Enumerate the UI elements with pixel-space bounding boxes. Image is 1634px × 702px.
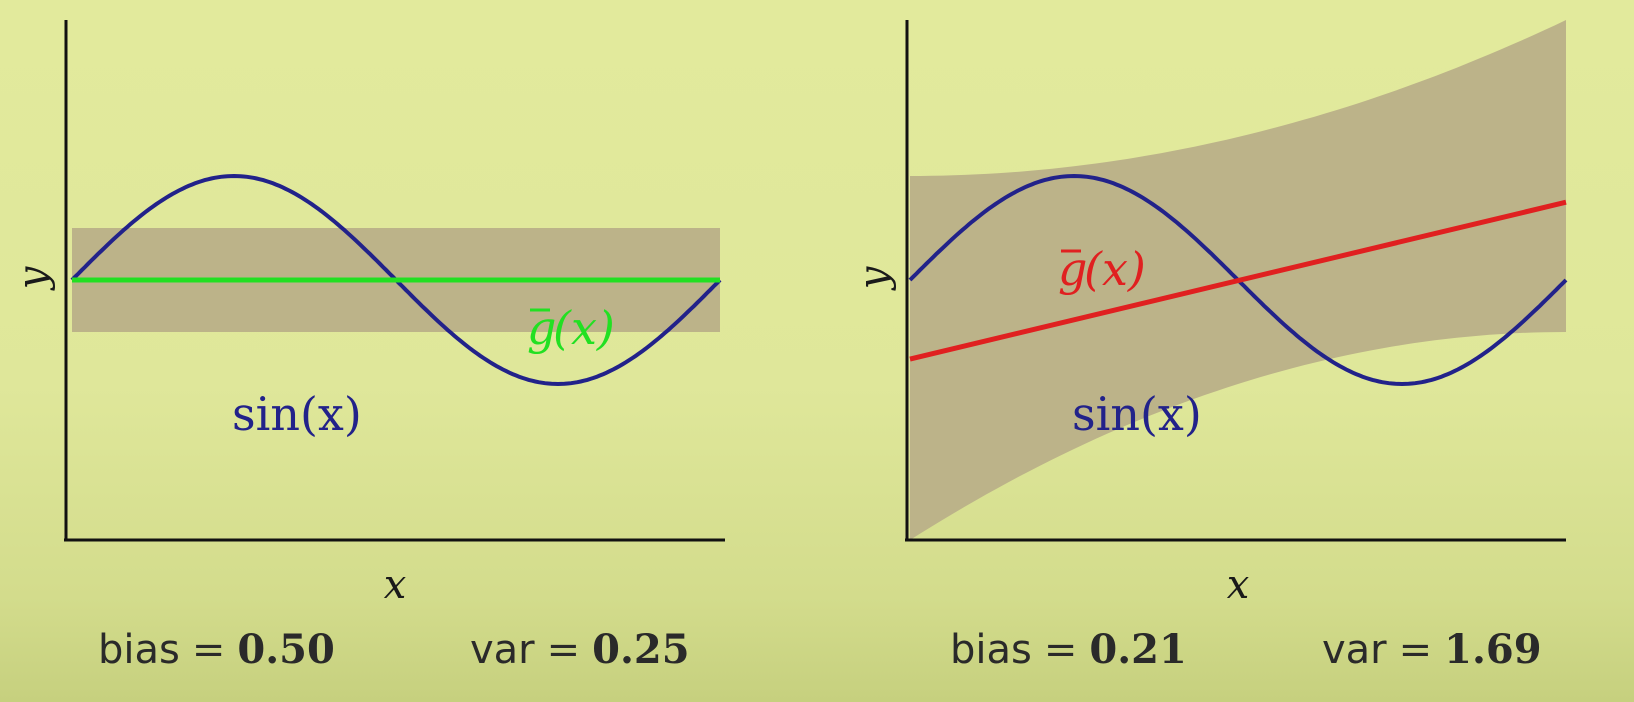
var-value-left: 0.25: [592, 626, 690, 673]
fit-label-arg-left: (x): [553, 301, 615, 355]
var-readout-left: var = 0.25: [470, 626, 690, 673]
var-equals-right: =: [1398, 627, 1433, 673]
y-axis-label-left: y: [10, 265, 56, 291]
bias-equals-right: =: [1043, 627, 1078, 673]
bias-label-right: bias: [950, 627, 1032, 673]
fit-label-right: g (x): [1058, 242, 1146, 296]
chart-right: x y sin(x) g (x): [851, 20, 1568, 608]
chart-left: x y sin(x) g (x): [10, 20, 725, 608]
y-axis-label-right: y: [851, 265, 897, 291]
fit-line-right: [909, 199, 1567, 362]
fit-label-left: g (x): [527, 301, 615, 355]
bias-value-left: 0.50: [237, 626, 335, 673]
x-axis-label-left: x: [384, 562, 407, 608]
bias-value-right: 0.21: [1089, 626, 1187, 673]
sin-label-left: sin(x): [232, 387, 362, 441]
fit-label-arg-right: (x): [1084, 242, 1146, 296]
var-label-right: var: [1322, 627, 1387, 673]
bias-readout-right: bias = 0.21: [950, 626, 1187, 673]
var-readout-right: var = 1.69: [1322, 626, 1542, 673]
bias-equals-left: =: [191, 627, 226, 673]
var-label-left: var: [470, 627, 535, 673]
bias-readout-left: bias = 0.50: [98, 626, 335, 673]
sin-label-right: sin(x): [1072, 387, 1202, 441]
var-value-right: 1.69: [1444, 626, 1542, 673]
var-equals-left: =: [546, 627, 581, 673]
bias-label-left: bias: [98, 627, 180, 673]
x-axis-label-right: x: [1227, 562, 1250, 608]
